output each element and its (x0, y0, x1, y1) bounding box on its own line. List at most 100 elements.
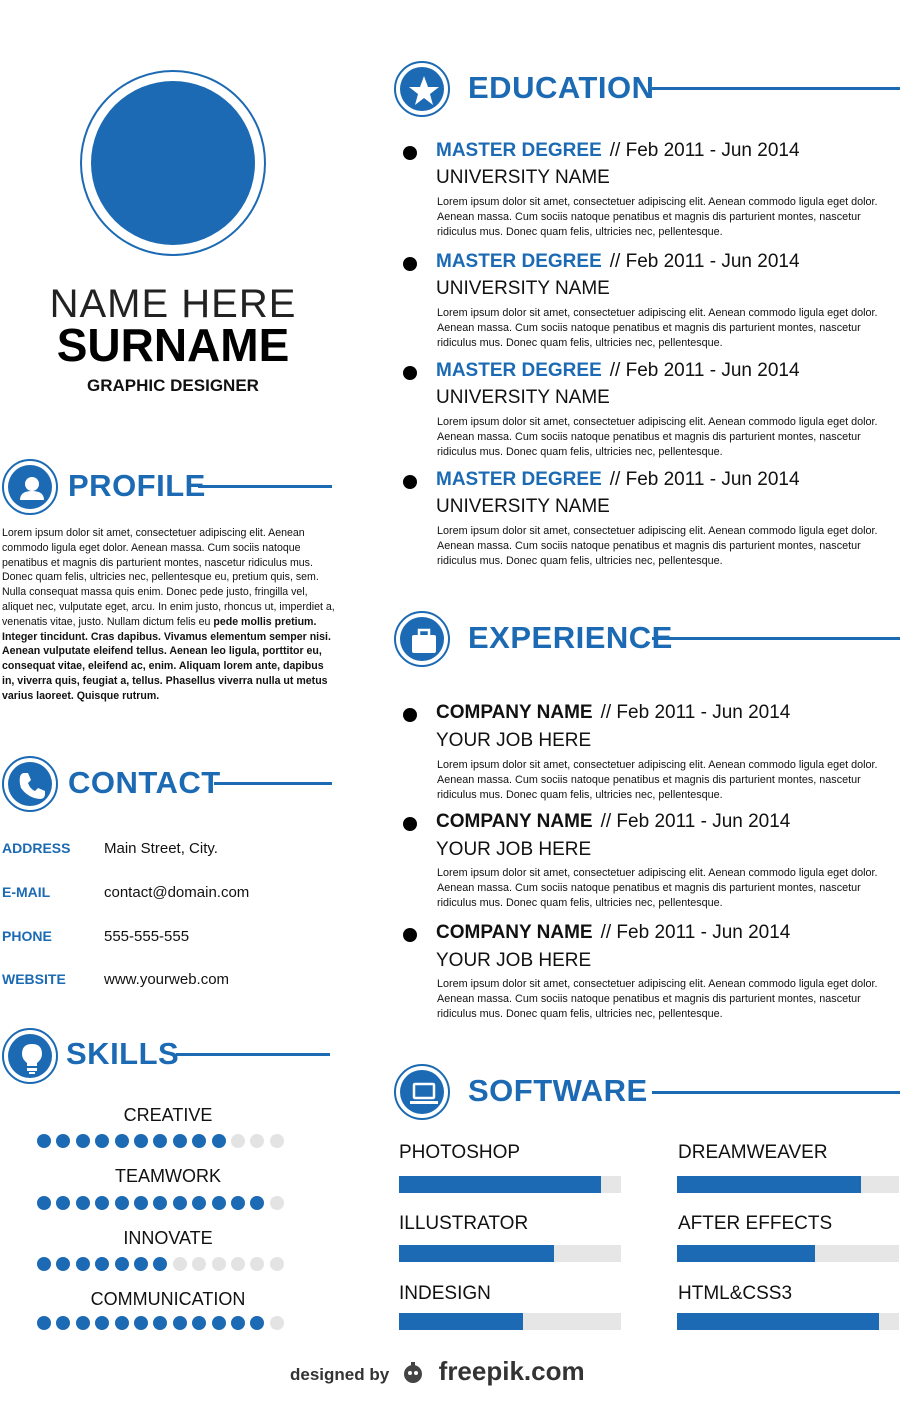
footer-credit: designed by freepik.com (290, 1356, 585, 1387)
skill-dot (37, 1134, 51, 1148)
briefcase-icon (394, 611, 450, 667)
education-desc: Lorem ipsum dolor sit amet, consectetuer… (437, 525, 878, 567)
software-bar-fill (677, 1245, 815, 1262)
software-bar (399, 1176, 621, 1193)
skill-dot (56, 1134, 71, 1148)
skill-dot (172, 1196, 187, 1210)
laptop-icon (394, 1064, 450, 1120)
software-divider (652, 1091, 900, 1094)
star-icon (394, 61, 450, 117)
skill-dot (269, 1257, 284, 1271)
education-heading: MASTER DEGREE// Feb 2011 - Jun 2014 (436, 469, 800, 490)
profile-photo (91, 81, 255, 245)
phone-label: PHONE (2, 928, 52, 944)
skill-dot (114, 1257, 129, 1271)
profile-divider (198, 485, 332, 488)
software-name: INDESIGN (399, 1283, 491, 1304)
skill-dots (37, 1196, 284, 1210)
job-role: GRAPHIC DESIGNER (87, 376, 259, 395)
skill-dot (56, 1257, 71, 1271)
skill-name: COMMUNICATION (90, 1289, 246, 1309)
skill-dot (172, 1316, 187, 1330)
skill-dot (211, 1196, 226, 1210)
skill-dot (230, 1196, 245, 1210)
contact-divider (214, 782, 332, 785)
skill-dot (95, 1316, 110, 1330)
education-desc: Lorem ipsum dolor sit amet, consectetuer… (437, 196, 878, 238)
school-name: UNIVERSITY NAME (436, 387, 610, 408)
profile-title: PROFILE (68, 468, 206, 503)
skill-dot (269, 1134, 284, 1148)
skill-dots (37, 1316, 284, 1330)
education-heading: MASTER DEGREE// Feb 2011 - Jun 2014 (436, 140, 800, 161)
bullet-icon (403, 928, 417, 942)
skill-dot (269, 1196, 284, 1210)
address-label: ADDRESS (2, 840, 71, 856)
skill-dot (230, 1134, 245, 1148)
job-title: YOUR JOB HERE (436, 730, 592, 751)
experience-desc: Lorem ipsum dolor sit amet, consectetuer… (437, 978, 878, 1020)
experience-divider (652, 637, 900, 640)
education-heading: MASTER DEGREE// Feb 2011 - Jun 2014 (436, 360, 800, 381)
education-title: EDUCATION (468, 70, 655, 105)
software-bar (677, 1245, 899, 1262)
skill-dot (172, 1257, 187, 1271)
skill-dot (230, 1257, 245, 1271)
experience-heading: COMPANY NAME// Feb 2011 - Jun 2014 (436, 702, 791, 723)
skill-dot (75, 1134, 90, 1148)
first-name: NAME HERE (49, 282, 297, 326)
skill-dot (114, 1196, 129, 1210)
phone-icon (2, 756, 58, 812)
freepik-logo-icon (400, 1361, 426, 1383)
skill-dot (211, 1134, 226, 1148)
job-title: YOUR JOB HERE (436, 839, 592, 860)
software-bar-fill (399, 1176, 602, 1193)
software-title: SOFTWARE (468, 1073, 648, 1108)
software-bar-fill (677, 1176, 862, 1193)
skill-dot (114, 1134, 129, 1148)
skill-dot (75, 1257, 90, 1271)
bullet-icon (403, 708, 417, 722)
software-name: DREAMWEAVER (678, 1142, 828, 1163)
software-bar-fill (399, 1313, 524, 1330)
skill-dot (133, 1134, 148, 1148)
bullet-icon (403, 475, 417, 489)
freepik-brand: freepik.com (438, 1356, 585, 1386)
skill-dot (230, 1316, 245, 1330)
bullet-icon (403, 257, 417, 271)
skill-dot (95, 1257, 110, 1271)
school-name: UNIVERSITY NAME (436, 278, 610, 299)
photo-frame (80, 70, 266, 256)
address-value: Main Street, City. (104, 840, 218, 857)
skill-dot (211, 1257, 226, 1271)
website-value: www.yourweb.com (104, 971, 230, 988)
software-name: HTML&CSS3 (678, 1283, 793, 1304)
skills-title: SKILLS (66, 1036, 180, 1071)
education-divider (652, 87, 900, 90)
skill-dot (37, 1316, 51, 1330)
designed-by-text: designed by (290, 1365, 390, 1384)
skill-dot (133, 1196, 148, 1210)
software-name: AFTER EFFECTS (678, 1213, 833, 1234)
software-name: ILLUSTRATOR (399, 1213, 529, 1234)
skill-dot (153, 1134, 168, 1148)
software-name: PHOTOSHOP (399, 1142, 521, 1163)
education-heading: MASTER DEGREE// Feb 2011 - Jun 2014 (436, 251, 800, 272)
skill-dot (133, 1257, 148, 1271)
education-desc: Lorem ipsum dolor sit amet, consectetuer… (437, 416, 878, 458)
skill-name: TEAMWORK (115, 1166, 221, 1186)
skill-dot (37, 1257, 51, 1271)
skill-dot (192, 1196, 207, 1210)
school-name: UNIVERSITY NAME (436, 167, 610, 188)
skill-dot (114, 1316, 129, 1330)
skills-divider (176, 1053, 330, 1056)
software-bar (399, 1245, 621, 1262)
skill-name: INNOVATE (123, 1228, 213, 1248)
bullet-icon (403, 817, 417, 831)
experience-heading: COMPANY NAME// Feb 2011 - Jun 2014 (436, 811, 791, 832)
education-desc: Lorem ipsum dolor sit amet, consectetuer… (437, 307, 878, 349)
experience-desc: Lorem ipsum dolor sit amet, consectetuer… (437, 759, 878, 801)
lightbulb-icon (2, 1028, 58, 1084)
skill-dot (56, 1316, 71, 1330)
surname: SURNAME (56, 319, 290, 371)
